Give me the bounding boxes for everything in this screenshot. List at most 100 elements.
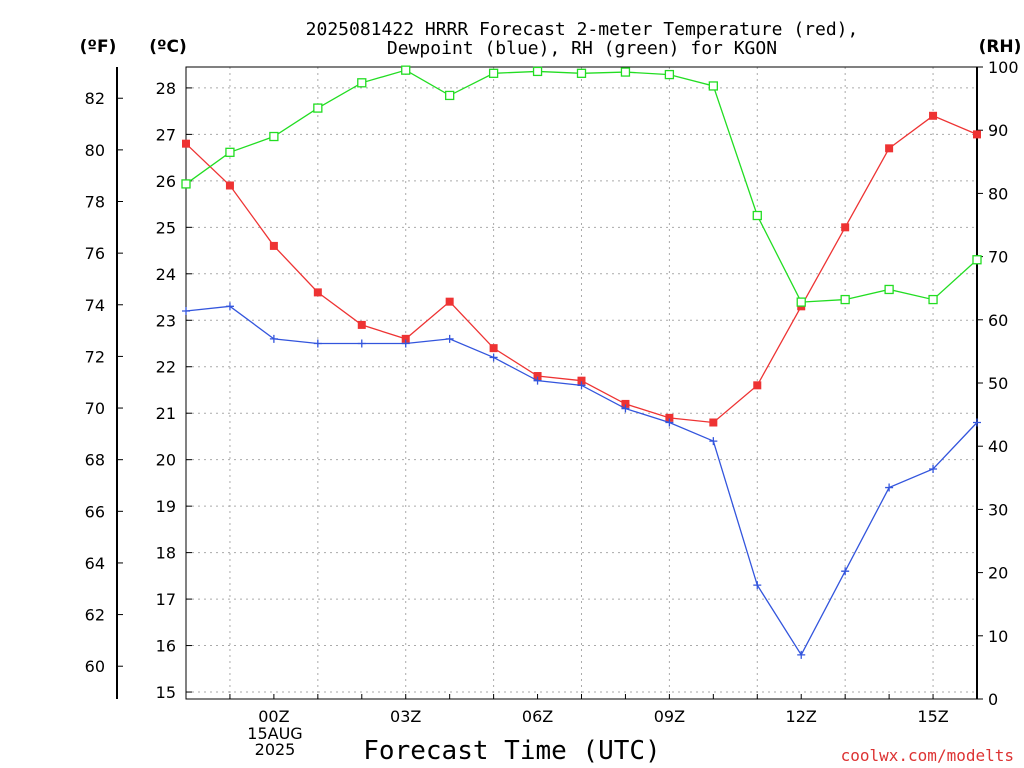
data-point	[797, 650, 806, 659]
fahrenheit-tick-label: 72	[85, 347, 105, 366]
fahrenheit-tick-label: 78	[85, 193, 105, 212]
fahrenheit-tick-label: 82	[85, 89, 105, 108]
data-point	[796, 297, 806, 307]
rh-tick-label: 20	[988, 564, 1008, 583]
fahrenheit-tick-label: 60	[85, 657, 105, 676]
celsius-tick-label: 28	[156, 79, 176, 98]
data-point	[533, 376, 542, 385]
data-point	[884, 284, 894, 295]
celsius-tick-label: 21	[156, 404, 176, 423]
data-point	[929, 464, 938, 473]
data-point	[621, 399, 630, 408]
celsius-tick-label: 24	[156, 265, 176, 284]
date-month-label: 15AUG	[247, 724, 302, 743]
data-point	[445, 297, 454, 306]
series-temperature	[182, 111, 981, 427]
data-point	[972, 255, 982, 265]
data-point	[753, 581, 762, 590]
data-point	[181, 179, 191, 189]
data-point	[576, 68, 587, 78]
data-point	[973, 130, 981, 139]
data-point	[841, 223, 850, 232]
data-point	[225, 181, 234, 190]
data-point	[488, 68, 499, 78]
x-tick-label: 03Z	[390, 707, 421, 726]
celsius-tick-label: 27	[156, 125, 176, 144]
data-point	[577, 376, 586, 385]
data-point	[445, 334, 454, 343]
data-point	[973, 418, 981, 427]
chart-title-line-1: 2025081422 HRRR Forecast 2-meter Tempera…	[306, 19, 859, 40]
data-point	[445, 90, 455, 101]
celsius-tick-label: 20	[156, 451, 176, 470]
celsius-tick-label: 18	[156, 544, 176, 563]
rh-tick-label: 40	[988, 437, 1008, 456]
celsius-tick-label: 22	[156, 358, 176, 377]
rh-tick-label: 0	[988, 690, 998, 709]
data-point	[708, 81, 718, 91]
rh-tick-label: 90	[988, 121, 1008, 140]
data-point	[182, 306, 190, 315]
x-tick-label: 06Z	[522, 707, 553, 726]
data-point	[620, 67, 631, 77]
rh-tick-label: 60	[988, 311, 1008, 330]
rh-tick-label: 10	[988, 627, 1008, 646]
data-point	[401, 65, 411, 75]
celsius-tick-label: 15	[156, 683, 176, 702]
data-point	[401, 334, 410, 343]
fahrenheit-tick-label: 80	[85, 141, 105, 160]
data-point	[225, 147, 235, 157]
celsius-tick-label: 26	[156, 172, 176, 191]
data-point	[489, 344, 498, 353]
data-point	[401, 339, 410, 348]
source-credit: coolwx.com/modelts	[841, 746, 1014, 765]
celsius-tick-label: 19	[156, 497, 176, 516]
celsius-tick-label: 25	[156, 218, 176, 237]
series-rh	[181, 65, 982, 307]
celsius-unit-label: (ºC)	[149, 37, 187, 57]
data-series	[181, 65, 982, 659]
data-point	[357, 320, 366, 329]
data-point	[357, 339, 366, 348]
data-point	[885, 144, 894, 153]
fahrenheit-tick-label: 62	[85, 606, 105, 625]
x-axis-title: Forecast Time (UTC)	[363, 736, 660, 766]
fahrenheit-unit-label: (ºF)	[80, 37, 117, 57]
data-point	[840, 294, 850, 305]
data-point	[269, 334, 278, 343]
data-point	[665, 413, 674, 422]
tick-labels: 15 16 17 18 19 20 21 22 23 24 25 26 27 28 60 62 64 66 68 70…	[85, 58, 1019, 726]
fahrenheit-tick-label: 74	[85, 296, 105, 315]
rh-tick-label: 30	[988, 500, 1008, 519]
rh-unit-label: (RH)	[979, 37, 1022, 57]
x-tick-label: 12Z	[786, 707, 817, 726]
data-point	[577, 381, 586, 390]
data-point	[313, 339, 322, 348]
data-point	[753, 381, 762, 390]
fahrenheit-tick-label: 68	[85, 451, 105, 470]
data-point	[313, 288, 322, 297]
rh-tick-label: 80	[988, 184, 1008, 203]
data-point	[182, 139, 190, 148]
fahrenheit-tick-label: 76	[85, 244, 105, 263]
celsius-tick-label: 16	[156, 637, 176, 656]
data-point	[664, 69, 675, 80]
celsius-tick-label: 23	[156, 311, 176, 330]
data-point	[929, 111, 938, 120]
data-point	[885, 483, 894, 492]
rh-tick-label: 100	[988, 58, 1019, 77]
x-tick-label: 09Z	[654, 707, 685, 726]
rh-tick-label: 50	[988, 374, 1008, 393]
data-point	[621, 404, 630, 413]
date-year-label: 2025	[255, 740, 296, 759]
data-point	[357, 78, 367, 88]
data-point	[313, 103, 323, 113]
series-dewpoint	[182, 302, 981, 659]
data-point	[709, 437, 718, 446]
celsius-tick-label: 17	[156, 590, 176, 609]
data-point	[269, 131, 279, 142]
fahrenheit-tick-label: 64	[85, 554, 105, 573]
data-point	[752, 210, 762, 221]
